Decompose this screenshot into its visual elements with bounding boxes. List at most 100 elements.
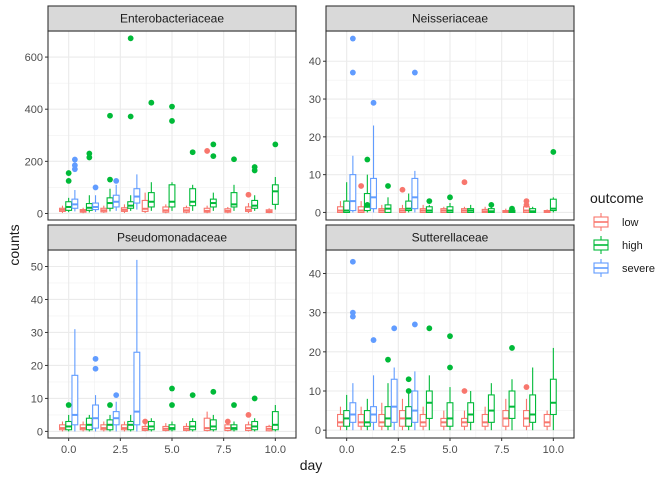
box-low-day-3 xyxy=(121,204,128,213)
x-axis-title: day xyxy=(300,457,323,473)
box-iqr xyxy=(411,390,419,423)
outlier-point xyxy=(92,184,99,191)
box-iqr xyxy=(133,351,141,426)
outlier-point xyxy=(148,99,155,106)
y-tick-label: 0 xyxy=(315,207,321,219)
outlier-point xyxy=(189,149,196,156)
box-high-day-7 xyxy=(487,383,495,431)
outlier-point xyxy=(364,201,371,208)
box-iqr xyxy=(209,419,217,431)
outlier-point xyxy=(447,194,453,201)
box-low-day-4 xyxy=(141,418,149,432)
box-high-day-6 xyxy=(467,391,475,431)
outlier-point xyxy=(65,170,72,176)
y-tick-label: 40 xyxy=(309,56,321,68)
box-high-day-8 xyxy=(508,205,516,213)
box-high-day-3 xyxy=(127,414,135,432)
box-severe-day-0 xyxy=(349,35,357,213)
outlier-point xyxy=(523,201,530,208)
outlier-point xyxy=(461,179,468,186)
y-tick-label: 30 xyxy=(309,308,321,320)
box-low-day-8 xyxy=(224,206,232,214)
outlier-point xyxy=(251,395,258,402)
box-severe-day-2 xyxy=(112,177,120,211)
outlier-point xyxy=(210,141,217,148)
outlier-point xyxy=(113,177,120,184)
box-iqr xyxy=(271,411,279,431)
box-high-day-2 xyxy=(384,356,392,431)
outlier-point xyxy=(169,103,175,110)
outlier-point xyxy=(245,412,252,418)
outlier-point xyxy=(411,321,418,328)
y-tick-label: 600 xyxy=(25,52,43,64)
box-severe-day-3 xyxy=(411,321,419,431)
box-high-day-6 xyxy=(467,204,475,213)
box-high-day-6 xyxy=(189,392,197,432)
box-iqr xyxy=(370,177,377,210)
box-high-day-0 xyxy=(343,394,351,431)
box-severe-day-2 xyxy=(112,392,120,432)
box-iqr xyxy=(529,394,537,423)
outlier-point xyxy=(71,166,78,173)
box-iqr xyxy=(71,374,79,426)
box-severe-day-0 xyxy=(71,156,79,212)
y-tick-label: 50 xyxy=(31,261,43,273)
box-low-day-9 xyxy=(523,384,530,431)
box-high-day-2 xyxy=(384,183,392,213)
box-high-day-4 xyxy=(147,99,155,211)
box-iqr xyxy=(467,402,475,423)
box-high-day-7 xyxy=(209,141,217,211)
outlier-point xyxy=(509,345,515,351)
outlier-point xyxy=(92,355,99,362)
legend-item-high: high xyxy=(590,234,643,256)
facet-strip-label: Pseudomonadaceae xyxy=(117,231,227,245)
box-iqr xyxy=(147,192,155,208)
box-severe-day-1 xyxy=(92,184,99,212)
outlier-point xyxy=(488,201,495,208)
box-high-day-5 xyxy=(446,194,454,213)
outlier-point xyxy=(231,156,237,163)
box-iqr xyxy=(487,394,495,423)
box-high-day-3 xyxy=(127,35,135,211)
facet-strip-label: Enterobacteriaceae xyxy=(120,12,224,26)
outlier-point xyxy=(461,388,468,394)
outlier-point xyxy=(71,156,78,163)
box-severe-day-3 xyxy=(133,259,141,432)
outlier-point xyxy=(169,118,175,124)
outlier-point xyxy=(349,258,356,265)
box-high-day-8 xyxy=(508,345,516,431)
box-high-day-5 xyxy=(168,103,176,211)
box-iqr xyxy=(419,413,427,427)
outlier-point xyxy=(245,191,252,198)
box-iqr xyxy=(549,378,557,416)
box-iqr xyxy=(168,184,176,208)
box-low-day-2 xyxy=(100,205,108,213)
outlier-point xyxy=(370,99,377,106)
outlier-point xyxy=(107,176,113,183)
box-low-day-2 xyxy=(378,402,386,431)
x-tick-label: 7.5 xyxy=(216,444,231,456)
box-low-day-5 xyxy=(440,410,448,431)
box-low-day-3 xyxy=(399,186,406,213)
box-high-day-4 xyxy=(425,198,433,213)
outlier-point xyxy=(272,141,279,148)
x-tick-label: 5.0 xyxy=(442,444,457,456)
facet-strip xyxy=(325,224,575,251)
box-iqr xyxy=(349,174,357,212)
box-high-day-7 xyxy=(209,388,217,432)
y-tick-label: 10 xyxy=(31,393,43,405)
box-low-day-10 xyxy=(265,208,273,214)
outlier-point xyxy=(231,402,237,408)
outlier-point xyxy=(65,402,72,408)
x-tick-label: 10.0 xyxy=(543,444,564,456)
box-low-day-7 xyxy=(203,148,211,214)
outlier-point xyxy=(107,402,113,408)
y-tick-label: 0 xyxy=(37,426,43,438)
box-high-day-10 xyxy=(271,405,279,432)
box-high-day-4 xyxy=(425,325,433,431)
box-high-day-3 xyxy=(405,376,413,431)
outlier-point xyxy=(399,186,406,193)
y-tick-label: 400 xyxy=(25,104,43,116)
box-iqr xyxy=(230,192,238,208)
